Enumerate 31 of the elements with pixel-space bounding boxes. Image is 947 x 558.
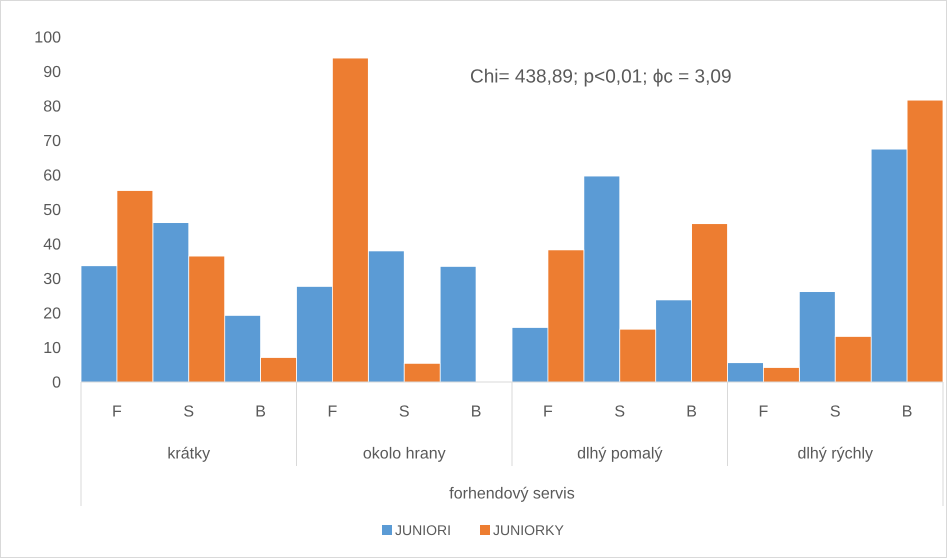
- x-tick-label: B: [255, 404, 266, 421]
- x-tick-label: F: [112, 404, 122, 421]
- y-tick-label: 50: [43, 202, 62, 220]
- y-tick-label: 40: [43, 236, 62, 254]
- text: krátky: [167, 446, 210, 463]
- y-tick-label: 10: [43, 340, 62, 358]
- x-tick-label: B: [902, 404, 912, 421]
- y-tick-label: 80: [43, 98, 62, 116]
- x-tick-label: B: [470, 404, 482, 421]
- x-tick-label: F: [543, 404, 554, 421]
- y-tick-label: 60: [43, 168, 62, 185]
- y-tick-label: 90: [43, 64, 62, 82]
- x-axis-title: forhendový servis: [449, 486, 575, 503]
- y-tick-label: 100: [34, 30, 62, 47]
- x-tick-label: S: [398, 404, 410, 421]
- text: dlhý pomalý: [577, 446, 662, 463]
- x-tick-label: F: [758, 404, 769, 421]
- y-tick-label: 20: [43, 306, 62, 323]
- legend-label: JUNIORKY: [493, 522, 564, 538]
- y-tick-label: 30: [43, 271, 62, 288]
- x-tick-label: S: [183, 404, 194, 421]
- x-tick-label: B: [686, 404, 697, 421]
- x-tick-label: S: [830, 404, 841, 421]
- legend-label: JUNIORI: [395, 522, 451, 538]
- text: dlhý rýchly: [797, 446, 874, 463]
- text: okolo hrany: [362, 446, 446, 463]
- annotation: Chi= 438,89; p<0,01; ϕc = 3,09: [470, 66, 732, 88]
- y-tick-label: 70: [43, 133, 62, 150]
- x-tick-label: S: [614, 404, 626, 421]
- x-tick-label: F: [328, 404, 338, 421]
- y-tick-label: 0: [52, 374, 62, 392]
